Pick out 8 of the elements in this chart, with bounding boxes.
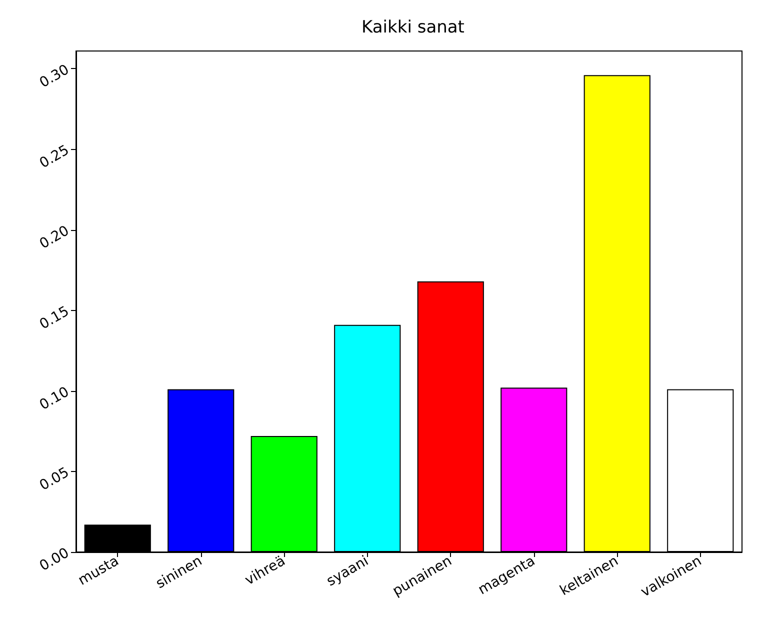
y-tick-label: 0.25 (37, 142, 72, 172)
y-tick-label: 0.00 (37, 545, 72, 574)
y-tick-label: 0.05 (37, 464, 72, 494)
chart-title: Kaikki sanat (362, 18, 465, 38)
y-tick-label: 0.30 (37, 62, 72, 92)
y-tick-label: 0.10 (37, 384, 72, 414)
y-tick-label: 0.15 (37, 303, 72, 333)
y-tick-label: 0.20 (37, 222, 72, 252)
